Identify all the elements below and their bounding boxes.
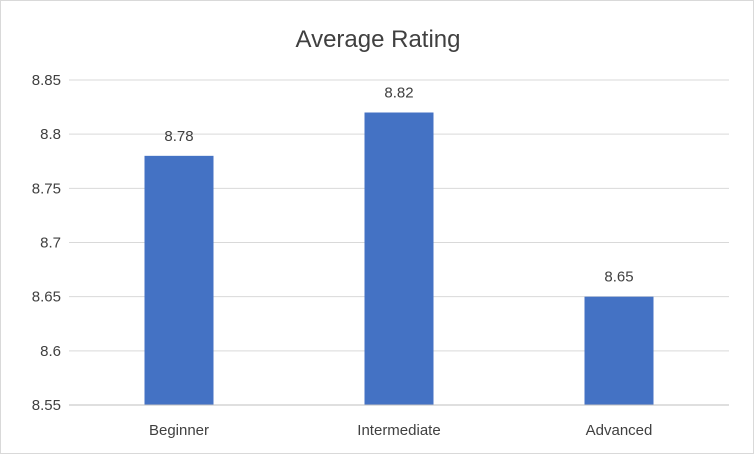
y-tick-label: 8.55 — [32, 397, 61, 414]
data-label: 8.78 — [164, 128, 193, 145]
y-tick-label: 8.85 — [32, 72, 61, 89]
bar-advanced — [584, 296, 654, 405]
bar-beginner — [144, 155, 214, 405]
x-axis-categories: Beginner Intermediate Advanced — [149, 422, 652, 439]
data-label: 8.65 — [604, 269, 633, 286]
chart-title: Average Rating — [296, 26, 461, 53]
x-category-label: Intermediate — [357, 422, 440, 439]
bars — [144, 112, 654, 405]
bar-intermediate — [364, 112, 434, 405]
x-category-label: Beginner — [149, 422, 209, 439]
y-tick-label: 8.6 — [40, 343, 61, 360]
y-axis-ticks: 8.55 8.6 8.65 8.7 8.75 8.8 8.85 — [32, 72, 61, 414]
data-labels: 8.78 8.82 8.65 — [164, 85, 633, 286]
y-tick-label: 8.65 — [32, 289, 61, 306]
y-tick-label: 8.75 — [32, 180, 61, 197]
x-category-label: Advanced — [586, 422, 653, 439]
data-label: 8.82 — [384, 85, 413, 102]
y-tick-label: 8.7 — [40, 235, 61, 252]
y-tick-label: 8.8 — [40, 126, 61, 143]
